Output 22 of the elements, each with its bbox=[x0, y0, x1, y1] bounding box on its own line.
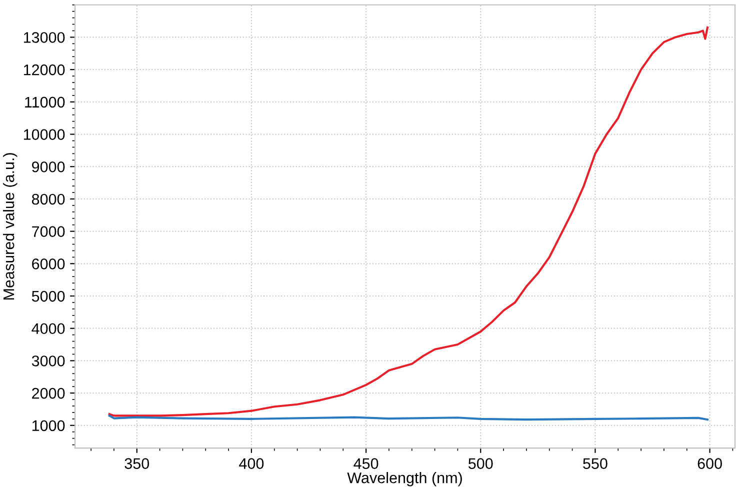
x-tick-label: 600 bbox=[698, 458, 722, 469]
x-tick-label: 450 bbox=[354, 458, 378, 469]
y-tick-label: 3000 bbox=[32, 356, 65, 366]
y-tick-label: 6000 bbox=[32, 258, 65, 270]
y-tick-label: 2000 bbox=[32, 388, 65, 399]
y-tick-label: 9000 bbox=[32, 161, 65, 172]
x-tick-label: 500 bbox=[468, 458, 493, 469]
x-tick-label: 400 bbox=[239, 458, 264, 469]
x-tick-label: 550 bbox=[583, 458, 608, 469]
x-axis-title: Wavelength (nm) bbox=[347, 472, 462, 486]
y-tick-label: 10000 bbox=[24, 129, 65, 140]
y-axis-title: Measured value (a.u.) bbox=[3, 153, 18, 300]
line-series bbox=[108, 26, 709, 417]
y-tick-label: 13000 bbox=[24, 32, 65, 43]
y-tick-label: 12000 bbox=[24, 64, 65, 76]
y-tick-label: 11000 bbox=[25, 96, 65, 108]
y-tick-label: 4000 bbox=[32, 323, 65, 334]
y-tick-label: 5000 bbox=[32, 290, 65, 302]
y-tick-label: 8000 bbox=[32, 194, 65, 205]
y-tick-label: 1000 bbox=[32, 420, 65, 432]
x-tick-label: 350 bbox=[124, 458, 150, 469]
y-tick-label: 7000 bbox=[32, 226, 65, 237]
